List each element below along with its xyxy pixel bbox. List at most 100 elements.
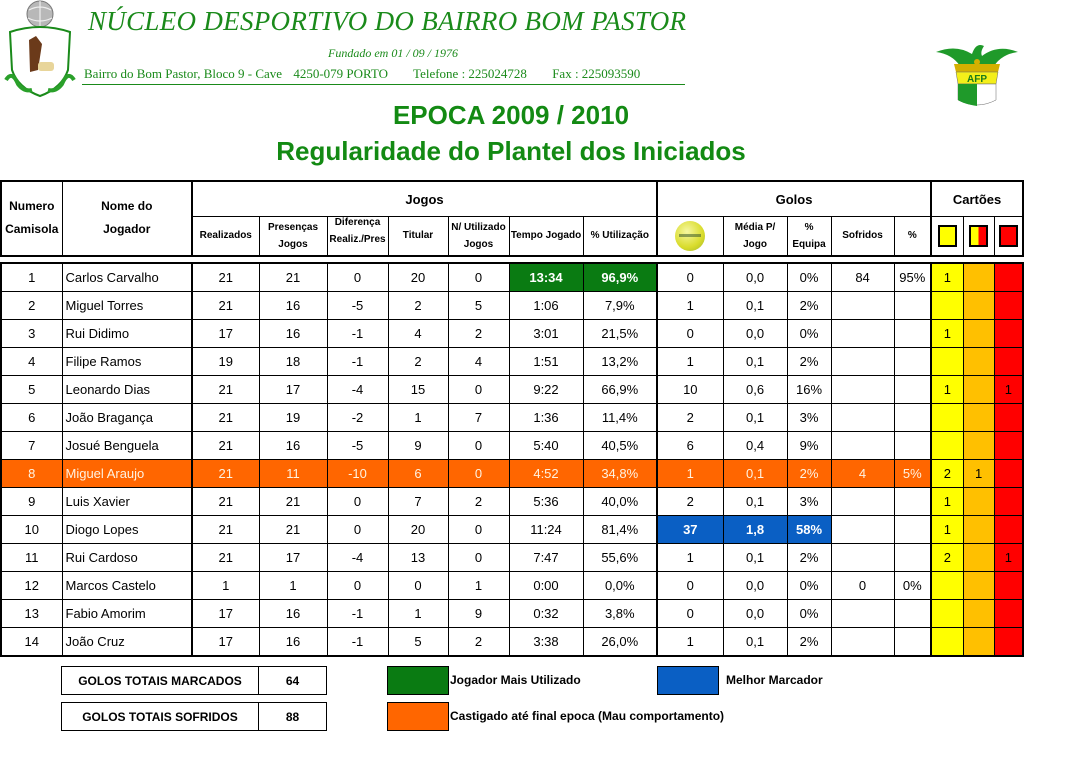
header-yellow-card [930,216,964,257]
cell-nao-utilizado: 0 [447,374,510,404]
header-group-golos: Golos [656,180,933,217]
cell-realizados: 21 [191,262,260,292]
cell-utilizacao: 81,4% [582,514,659,544]
cell-numero: 9 [0,486,63,516]
cell-diferenca: -10 [326,458,389,488]
cell-equipa-pct: 0% [786,318,832,348]
cell-yellow-cards: 1 [930,262,964,292]
cell-realizados: 21 [191,290,260,320]
header-sofridos: Sofridos [830,216,895,257]
cell-diferenca: -1 [326,626,389,657]
cell-equipa-pct: 2% [786,542,832,572]
cell-nao-utilizado: 7 [447,402,510,432]
cell-yellow-cards [930,346,964,376]
cell-player-name: João Bragança [61,402,193,432]
cell-media: 0,1 [722,486,788,516]
cell-red-cards [993,458,1025,488]
postal-code: 4250-079 PORTO [293,66,389,81]
report-subtitle: Regularidade do Plantel dos Iniciados [276,136,746,166]
cell-tempo-jogado: 1:36 [508,402,584,432]
cell-nao-utilizado: 9 [447,598,510,628]
cell-titular: 5 [387,626,449,657]
cell-numero: 7 [0,430,63,460]
cell-utilizacao: 7,9% [582,290,659,320]
cell-equipa-pct: 0% [786,598,832,628]
cell-nao-utilizado: 5 [447,290,510,320]
cell-yellow-red-cards [962,318,995,348]
table-row: 10 Diogo Lopes 21 21 0 20 0 11:24 81,4% 37 1,8 58% 1 [0,514,1025,544]
cell-diferenca: -1 [326,346,389,376]
header-realizados: Realizados [191,216,260,257]
cell-yellow-red-cards [962,430,995,460]
header-diferenca: Diferença Realiz./Pres [326,216,389,257]
cell-numero: 6 [0,402,63,432]
cell-sofridos [830,514,895,544]
cell-sofridos [830,430,895,460]
table-row: 9 Luis Xavier 21 21 0 7 2 5:36 40,0% 2 0,1 3% 1 [0,486,1025,516]
header-yellow-red-card [962,216,995,257]
total-goals-scored-value: 64 [285,673,300,688]
cell-player-name: Carlos Carvalho [61,262,193,292]
cell-numero: 8 [0,458,63,488]
cell-media: 1,8 [722,514,788,544]
total-goals-scored-box: GOLOS TOTAIS MARCADOS 64 [61,666,327,695]
cell-realizados: 21 [191,486,260,516]
cell-yellow-red-cards [962,262,995,292]
cell-nao-utilizado: 2 [447,486,510,516]
cell-realizados: 19 [191,346,260,376]
cell-equipa-pct: 0% [786,570,832,600]
total-goals-scored-label: GOLOS TOTAIS MARCADOS [62,667,259,694]
cell-numero: 14 [0,626,63,657]
contact-line: Bairro do Bom Pastor, Bloco 9 - Cave 425… [84,66,662,82]
cell-titular: 1 [387,402,449,432]
cell-diferenca: -4 [326,374,389,404]
cell-yellow-red-cards [962,570,995,600]
cell-yellow-cards [930,402,964,432]
cell-yellow-red-cards [962,290,995,320]
cell-player-name: Fabio Amorim [61,598,193,628]
cell-sofridos: 0 [830,570,895,600]
cell-equipa-pct: 3% [786,402,832,432]
cell-golos: 0 [656,262,724,292]
cell-sofridos-pct [893,514,933,544]
cell-golos: 1 [656,458,724,488]
cell-diferenca: -5 [326,430,389,460]
cell-yellow-red-cards [962,486,995,516]
cell-sofridos-pct: 5% [893,458,933,488]
cell-yellow-cards: 2 [930,542,964,572]
cell-player-name: João Cruz [61,626,193,657]
cell-red-cards [993,598,1025,628]
cell-yellow-cards: 1 [930,318,964,348]
cell-yellow-red-cards [962,514,995,544]
cell-golos: 2 [656,486,724,516]
cell-media: 0,1 [722,402,788,432]
header-equipa: % Equipa [786,216,832,257]
cell-equipa-pct: 2% [786,290,832,320]
cell-tempo-jogado: 3:01 [508,318,584,348]
cell-media: 0,1 [722,542,788,572]
cell-sofridos-pct: 0% [893,570,933,600]
cell-sofridos-pct [893,346,933,376]
cell-red-cards [993,514,1025,544]
total-goals-conceded-label: GOLOS TOTAIS SOFRIDOS [62,703,259,730]
cell-presencas: 16 [258,626,328,657]
table-row: 6 João Bragança 21 19 -2 1 7 1:36 11,4% 2 0,1 3% [0,402,1025,432]
cell-diferenca: -1 [326,318,389,348]
cell-sofridos [830,318,895,348]
cell-realizados: 1 [191,570,260,600]
cell-player-name: Miguel Araujo [61,458,193,488]
cell-golos: 1 [656,542,724,572]
founded-date: Fundado em 01 / 09 / 1976 [328,46,458,60]
cell-sofridos-pct [893,486,933,516]
header-nome: Nome do Jogador [61,180,193,257]
cell-presencas: 11 [258,458,328,488]
total-goals-conceded-value: 88 [285,709,300,724]
cell-numero: 12 [0,570,63,600]
cell-numero: 4 [0,346,63,376]
cell-golos: 10 [656,374,724,404]
cell-numero: 10 [0,514,63,544]
cell-sofridos [830,486,895,516]
cell-player-name: Diogo Lopes [61,514,193,544]
cell-sofridos-pct [893,374,933,404]
cell-numero: 1 [0,262,63,292]
